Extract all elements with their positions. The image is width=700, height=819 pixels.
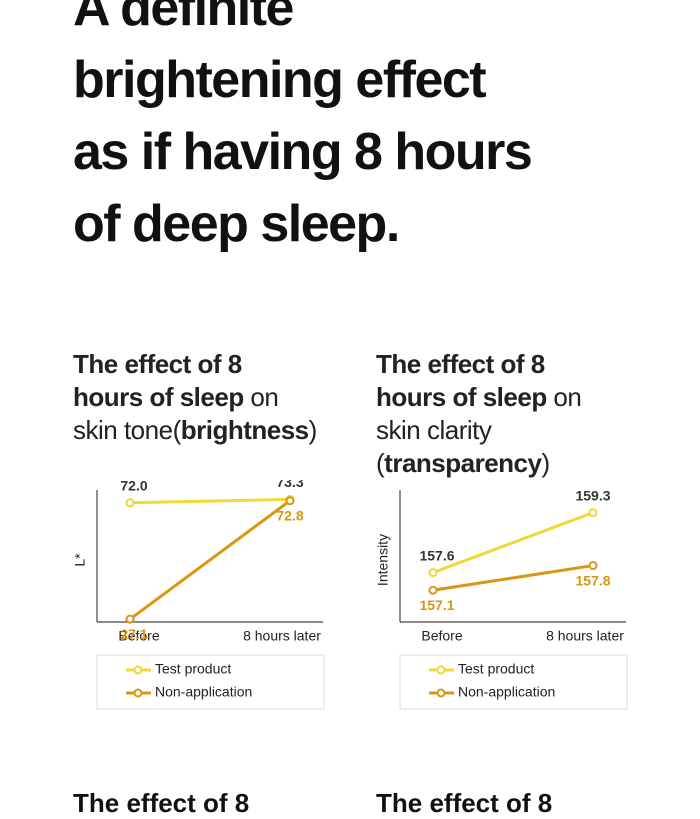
chart: L* Before 8 hours later 72.0 73.3 27.1 72.8 Tes…: [73, 480, 325, 710]
value-label: 72.8: [276, 507, 303, 523]
series-line: [432, 564, 594, 592]
legend-label: Test product: [458, 661, 534, 677]
series-line: [432, 511, 594, 575]
heading-part: ): [308, 415, 318, 445]
value-label: 73.3: [276, 480, 303, 490]
headline-line: of deep sleep.: [73, 195, 400, 253]
y-axis-label: Intensity: [376, 534, 391, 586]
x-tick-label: 8 hours later: [243, 628, 321, 644]
heading-part: hours of sleep: [73, 382, 244, 412]
y-axis-label: L*: [73, 553, 88, 567]
heading-part: The effect of 8: [376, 349, 545, 379]
series-line: [129, 497, 291, 505]
value-label: 27.1: [120, 626, 147, 642]
heading-part: transparency: [384, 448, 542, 478]
point: [428, 568, 438, 578]
point: [428, 585, 438, 595]
point: [588, 508, 598, 518]
chart-heading: The effect of 8 hours of sleep on skin cla…: [376, 348, 582, 480]
heading-part: skin tone(: [73, 415, 181, 445]
value-label: 157.8: [575, 572, 610, 588]
value-label: 157.1: [419, 597, 454, 613]
point: [125, 498, 135, 508]
heading-part: The effect of 8: [73, 349, 242, 379]
point: [588, 561, 598, 571]
series-line: [129, 499, 291, 621]
legend-swatch: [133, 665, 143, 675]
legend-swatch: [436, 688, 446, 698]
heading-part: on: [243, 382, 279, 412]
chart: Intensity Before 8 hours later 157.6 159.3 15…: [376, 487, 628, 710]
value-label: 72.0: [120, 480, 147, 493]
heading-part: on: [546, 382, 582, 412]
headline-line: A definite: [73, 0, 294, 37]
next-heading: The effect of 8: [376, 788, 553, 818]
chart-heading: The effect of 8 hours of sleep on skin ton…: [73, 348, 317, 447]
point: [125, 614, 135, 624]
legend-box: [96, 654, 325, 710]
heading-part: hours of sleep: [376, 382, 547, 412]
heading-part: skin clarity: [376, 415, 492, 445]
heading-part: ): [541, 448, 550, 478]
x-tick-label: 8 hours later: [546, 628, 624, 644]
legend-label: Non-application: [458, 684, 555, 700]
legend-label: Non-application: [155, 684, 252, 700]
value-label: 159.3: [575, 487, 610, 503]
legend-label: Test product: [155, 661, 231, 677]
legend-swatch: [133, 688, 143, 698]
x-tick-label: Before: [421, 628, 462, 644]
heading-part: brightness: [180, 415, 309, 445]
x-tick-label: Before: [118, 628, 159, 644]
value-label: 157.6: [419, 547, 454, 563]
headline-line: brightening effect: [73, 51, 487, 109]
headline-line: as if having 8 hours: [73, 123, 533, 181]
point: [285, 496, 295, 506]
legend-box: [399, 654, 628, 710]
legend-swatch: [436, 665, 446, 675]
heading-part: (: [376, 448, 385, 478]
next-heading: The effect of 8: [73, 788, 250, 818]
